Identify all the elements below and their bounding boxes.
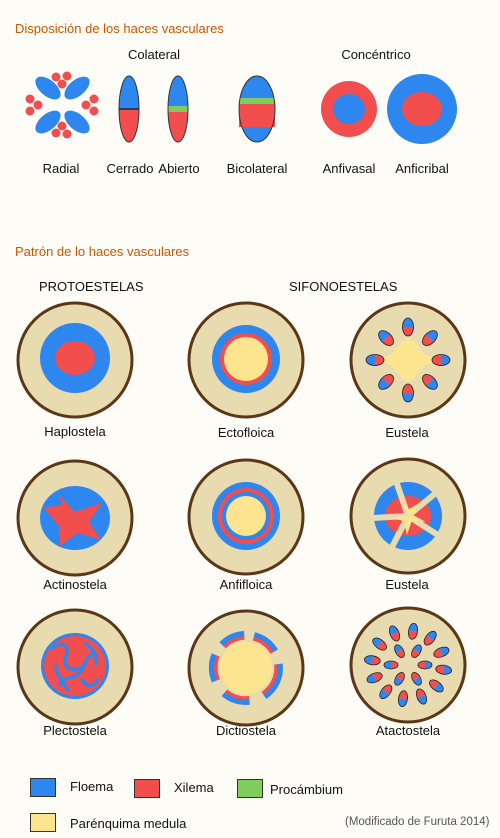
eustela-diagram: [349, 301, 467, 419]
label-anfifloica: Anfifloica: [219, 577, 273, 592]
label-abierto: Abierto: [158, 161, 200, 176]
vascular-bundle: [378, 374, 394, 390]
vascular-bundle: [431, 354, 451, 366]
radial-bundle-icon: [25, 71, 99, 139]
vascular-bundle: [394, 672, 405, 686]
vascular-bundle: [366, 672, 383, 684]
haplostela-diagram: [16, 301, 134, 419]
label-radial: Radial: [42, 161, 80, 176]
legend-label-floema: Floema: [70, 779, 114, 794]
source-credit: (Modificado de Furuta 2014): [345, 816, 490, 828]
vascular-bundle: [417, 660, 433, 670]
vascular-bundle: [383, 660, 399, 670]
vascular-bundle: [408, 622, 419, 640]
vascular-bundle: [423, 630, 437, 646]
label-ectofloica: Ectofloica: [217, 425, 275, 440]
label-haplostela: Haplostela: [44, 424, 106, 439]
label-eustela: Eustela: [385, 425, 429, 440]
dictiostela-diagram: [187, 609, 305, 727]
vascular-bundle: [433, 646, 450, 658]
legend-swatch-floema: [30, 778, 56, 797]
group-label-colateral: Colateral: [127, 47, 181, 62]
vascular-bundle: [435, 664, 452, 675]
legend-label-xilema: Xilema: [174, 780, 214, 795]
label-atactostela: Atactostela: [375, 723, 441, 738]
label-cerrado: Cerrado: [106, 161, 154, 176]
vascular-bundle: [394, 644, 405, 658]
vascular-bundle: [415, 688, 428, 705]
vascular-bundle: [422, 374, 438, 390]
vascular-bundle: [429, 679, 444, 693]
plectostela-diagram: [16, 608, 134, 726]
vascular-bundle: [388, 625, 401, 642]
column-header-sifonoestelas: SIFONOESTELAS: [289, 279, 398, 294]
amphicribral-bundle-icon: [387, 74, 457, 144]
vascular-bundle: [365, 354, 385, 366]
label-plectostela: Plectostela: [43, 723, 107, 738]
label-anficribal: Anficribal: [395, 161, 449, 176]
amphivasal-bundle-icon: [321, 81, 377, 137]
group-label-concentrico: Concéntrico: [341, 47, 411, 62]
ectofloica-diagram: [187, 301, 305, 419]
legend-swatch-procambium: [237, 779, 263, 798]
label-eustela-2: Eustela: [385, 577, 429, 592]
vascular-bundle: [372, 637, 387, 651]
legend-label-parenquima: Parénquima medula: [70, 816, 187, 831]
open-collateral-bundle-icon: [167, 75, 189, 143]
vascular-bundle: [364, 655, 381, 666]
eustela-2-diagram: [349, 457, 467, 575]
vascular-bundle: [411, 644, 422, 658]
vascular-bundle: [379, 684, 393, 700]
column-header-protoestelas: PROTOESTELAS: [39, 279, 144, 294]
label-dictiostela: Dictiostela: [216, 723, 276, 738]
vascular-bundle: [402, 317, 414, 337]
legend-swatch-parenquima: [30, 813, 56, 832]
actinostela-diagram: [16, 459, 134, 577]
section-title-patron: Patrón de lo haces vasculares: [15, 244, 190, 259]
vascular-bundle: [411, 672, 422, 686]
vascular-bundle: [397, 690, 408, 708]
atactostela-diagram: [349, 606, 467, 724]
closed-collateral-bundle-icon: [118, 75, 140, 143]
anfifloica-diagram: [187, 458, 305, 576]
label-bicolateral: Bicolateral: [226, 161, 288, 176]
legend-label-procambium: Procámbium: [270, 782, 343, 797]
label-anfivasal: Anfivasal: [322, 161, 376, 176]
label-actinostela: Actinostela: [43, 577, 107, 592]
section-title-disposicion: Disposición de los haces vasculares: [15, 21, 224, 36]
legend-swatch-xilema: [134, 779, 160, 798]
vascular-bundle: [402, 383, 414, 403]
vascular-bundle: [378, 330, 394, 346]
bicollateral-bundle-icon: [238, 75, 276, 143]
